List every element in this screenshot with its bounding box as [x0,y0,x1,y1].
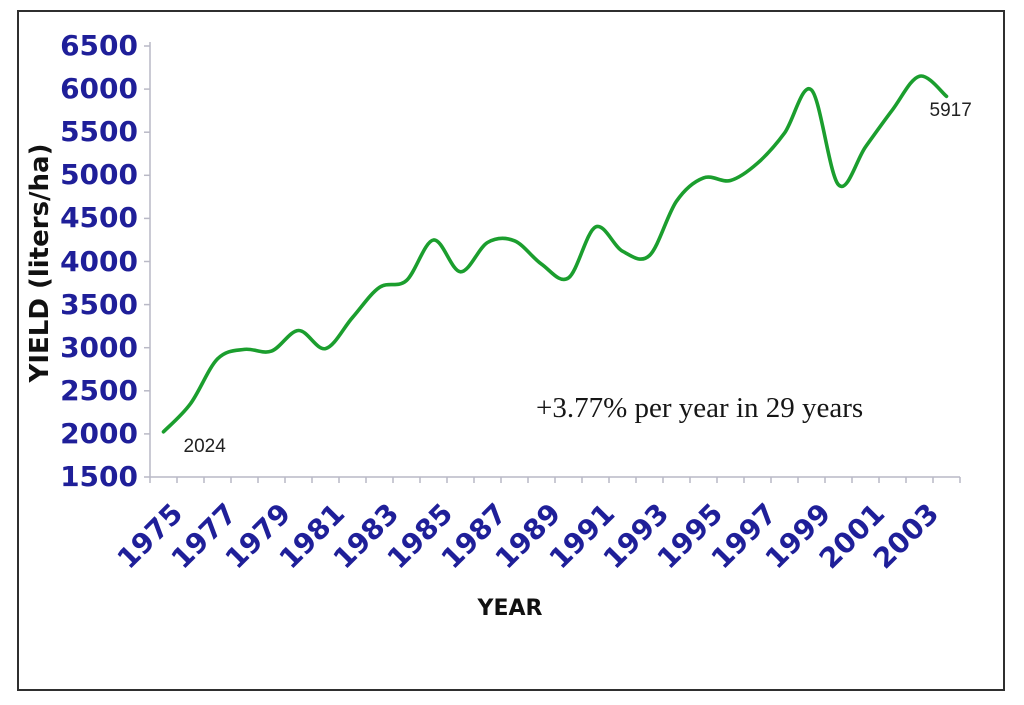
growth-rate-annotation: +3.77% per year in 29 years [536,392,864,424]
y-tick-label: 5000 [60,158,138,192]
y-tick-label: 4000 [60,244,138,278]
y-tick-label: 5500 [60,115,138,149]
y-tick-label: 3000 [60,330,138,364]
y-tick-label: 1500 [60,460,138,493]
y-tick-label: 6000 [60,72,138,106]
last-point-annotation: 5917 [929,100,972,122]
y-tick-label: 3500 [60,287,138,321]
x-axis-title: YEAR [477,596,543,621]
y-tick-label: 2500 [60,373,138,407]
yield-line [161,74,949,434]
figure-border [17,10,1005,691]
y-tick-label: 2000 [60,416,138,450]
y-tick-label: 6500 [60,29,138,62]
y-tick-label: 4500 [60,201,138,235]
first-point-annotation: 2024 [183,435,226,457]
